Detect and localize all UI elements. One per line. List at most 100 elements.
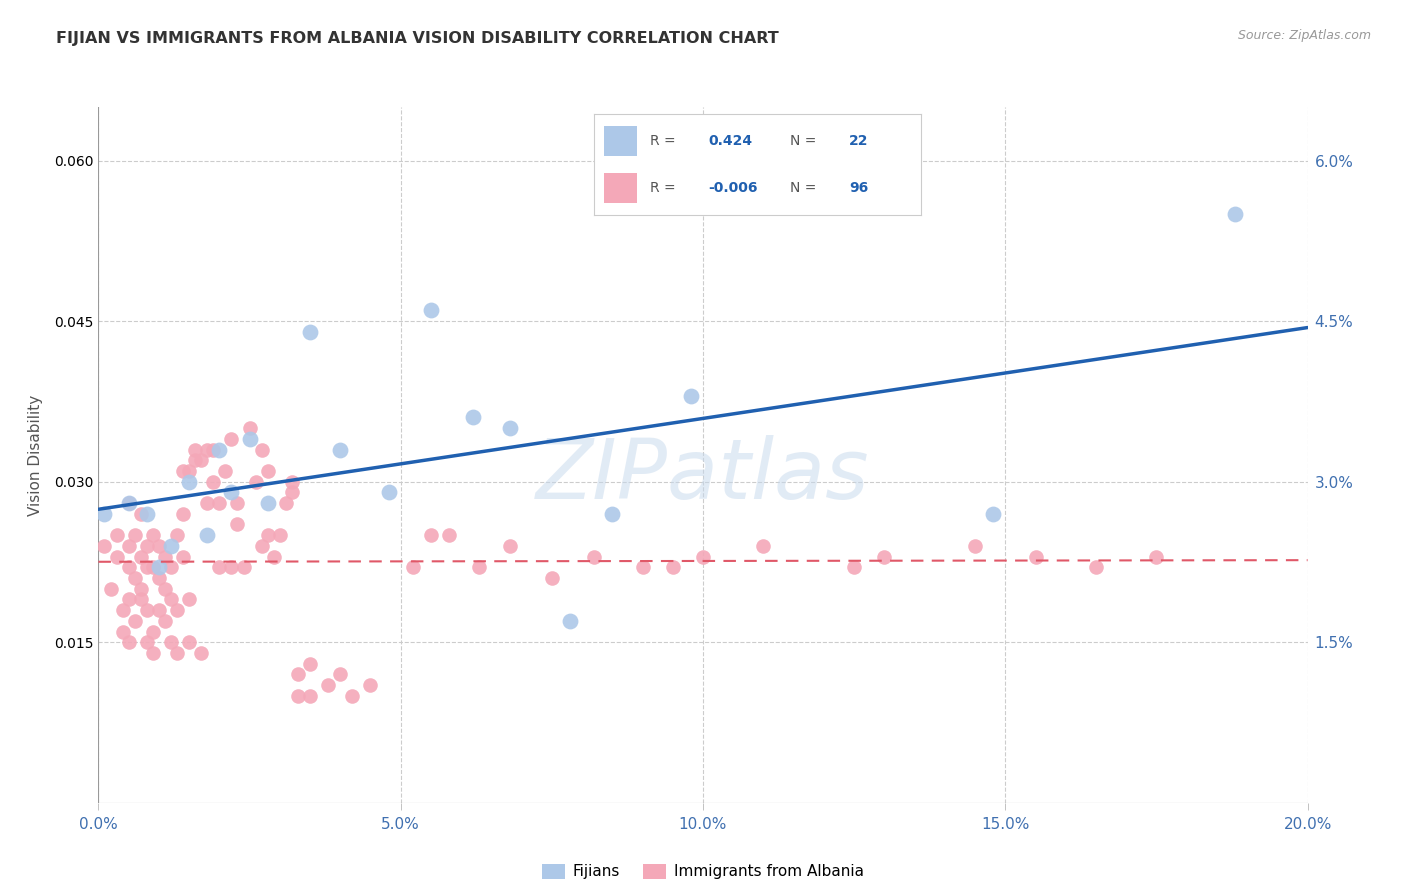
Point — [118, 560, 141, 574]
Point — [498, 421, 520, 435]
Point — [463, 410, 485, 425]
Point — [329, 667, 352, 681]
Point — [256, 464, 278, 478]
Point — [190, 453, 212, 467]
Point — [287, 667, 309, 681]
Point — [402, 560, 425, 574]
Point — [844, 560, 866, 574]
Point — [299, 325, 322, 339]
Point — [226, 496, 249, 510]
Point — [873, 549, 896, 564]
Point — [226, 517, 249, 532]
Point — [498, 539, 520, 553]
Point — [124, 571, 146, 585]
Text: Source: ZipAtlas.com: Source: ZipAtlas.com — [1237, 29, 1371, 42]
Point — [250, 442, 273, 457]
Point — [118, 496, 141, 510]
Point — [172, 507, 194, 521]
Point — [142, 624, 165, 639]
Point — [1024, 549, 1046, 564]
Point — [179, 592, 201, 607]
Point — [148, 539, 170, 553]
Point — [148, 603, 170, 617]
Point — [342, 689, 364, 703]
Point — [208, 496, 231, 510]
Point — [135, 635, 157, 649]
Point — [281, 475, 304, 489]
Point — [256, 528, 278, 542]
Point — [135, 539, 157, 553]
Point — [153, 549, 176, 564]
Point — [1085, 560, 1108, 574]
Point — [239, 421, 262, 435]
Point — [662, 560, 685, 574]
Point — [166, 603, 188, 617]
Text: FIJIAN VS IMMIGRANTS FROM ALBANIA VISION DISABILITY CORRELATION CHART: FIJIAN VS IMMIGRANTS FROM ALBANIA VISION… — [56, 31, 779, 46]
Point — [692, 549, 714, 564]
Point — [100, 582, 122, 596]
Point — [287, 689, 309, 703]
Point — [172, 549, 194, 564]
Point — [239, 432, 262, 446]
Point — [111, 624, 134, 639]
Point — [752, 539, 775, 553]
Point — [166, 646, 188, 660]
Point — [142, 646, 165, 660]
Point — [377, 485, 399, 500]
Point — [124, 614, 146, 628]
Point — [195, 496, 218, 510]
Point — [202, 475, 225, 489]
Point — [190, 646, 212, 660]
Point — [208, 442, 231, 457]
Point — [160, 560, 183, 574]
Point — [160, 539, 183, 553]
Point — [245, 475, 267, 489]
Point — [124, 528, 146, 542]
Point — [981, 507, 1004, 521]
Point — [250, 539, 273, 553]
Point — [179, 464, 201, 478]
Point — [221, 485, 243, 500]
Point — [166, 528, 188, 542]
Point — [558, 614, 581, 628]
Point — [142, 528, 165, 542]
Point — [329, 442, 352, 457]
Point — [93, 507, 115, 521]
Point — [274, 496, 297, 510]
Point — [256, 496, 278, 510]
Point — [965, 539, 987, 553]
Point — [540, 571, 562, 585]
Point — [135, 603, 157, 617]
Point — [129, 507, 152, 521]
Point — [105, 549, 128, 564]
Point — [208, 560, 231, 574]
Point — [93, 539, 115, 553]
Point — [221, 560, 243, 574]
Point — [468, 560, 491, 574]
Point — [179, 475, 201, 489]
Point — [221, 432, 243, 446]
Point — [135, 507, 157, 521]
Point — [232, 560, 254, 574]
Point — [360, 678, 382, 692]
Point — [148, 560, 170, 574]
Point — [420, 303, 443, 318]
Point — [129, 592, 152, 607]
Point — [118, 539, 141, 553]
Point — [269, 528, 291, 542]
Point — [195, 442, 218, 457]
Point — [583, 549, 606, 564]
Point — [214, 464, 236, 478]
Point — [160, 635, 183, 649]
Point — [172, 464, 194, 478]
Point — [129, 549, 152, 564]
Point — [129, 582, 152, 596]
Point — [160, 592, 183, 607]
Point — [420, 528, 443, 542]
Point — [105, 528, 128, 542]
Point — [281, 485, 304, 500]
Point — [202, 442, 225, 457]
Point — [299, 689, 322, 703]
Point — [184, 453, 207, 467]
Point — [437, 528, 460, 542]
